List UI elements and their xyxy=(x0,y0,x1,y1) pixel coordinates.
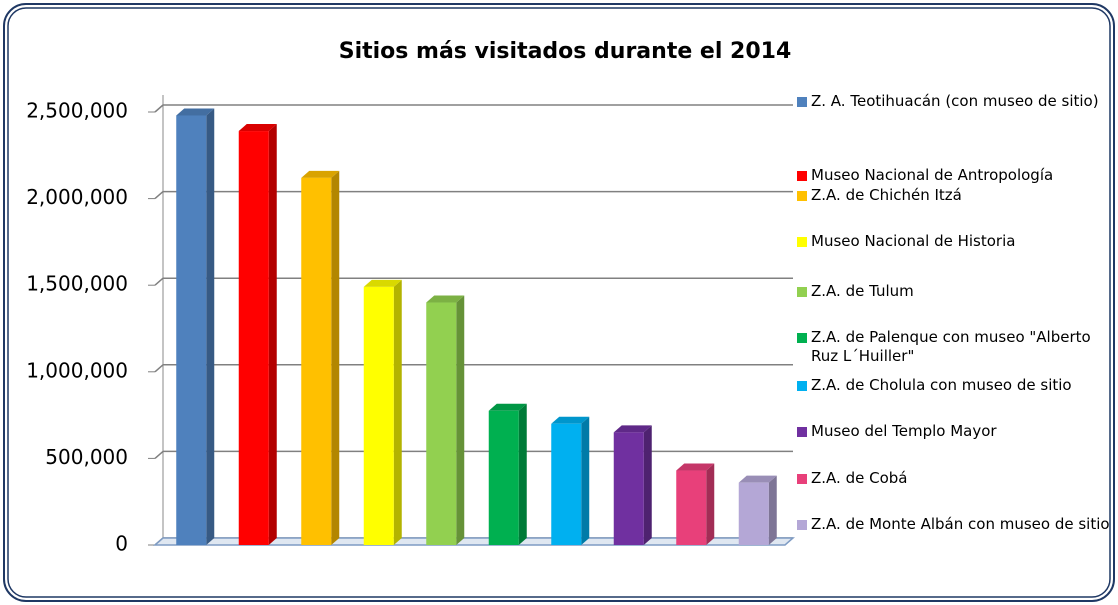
frame xyxy=(3,3,1115,602)
legend-swatch xyxy=(797,427,807,437)
legend-swatch xyxy=(797,237,807,247)
bar-top xyxy=(238,124,277,132)
bar-side xyxy=(706,463,715,545)
legend-label: Z.A. de Cholula con museo de sitio xyxy=(811,376,1072,394)
y-tick-label: 500,000 xyxy=(45,445,128,469)
bar-top xyxy=(613,425,652,433)
legend-label: Museo Nacional de Historia xyxy=(811,232,1016,250)
bar xyxy=(363,286,394,545)
legend-label: Museo Nacional de Antropología xyxy=(811,166,1054,184)
bar-top xyxy=(738,475,777,483)
legend-label: Z.A. de Cobá xyxy=(811,469,908,487)
bar-top xyxy=(301,170,340,178)
bar-side xyxy=(768,475,777,545)
grid-floor xyxy=(154,191,164,200)
legend-swatch xyxy=(797,474,807,484)
bar xyxy=(426,302,457,545)
bar-side xyxy=(331,170,340,546)
legend-item: Z.A. de Cobá xyxy=(797,469,1112,488)
legend-label: Museo del Templo Mayor xyxy=(811,422,997,440)
legend-swatch xyxy=(797,97,807,107)
bar-top xyxy=(176,108,215,116)
bar xyxy=(238,131,269,545)
legend-label: Z.A. de Monte Albán con museo de sitio xyxy=(811,515,1110,533)
bar xyxy=(176,115,207,546)
grid-floor xyxy=(154,364,164,373)
legend-swatch xyxy=(797,520,807,530)
bar-top xyxy=(551,416,590,424)
bar-side xyxy=(206,108,215,546)
grid-floor xyxy=(154,277,164,286)
bar xyxy=(301,177,332,546)
legend-swatch xyxy=(797,333,807,343)
legend-item: Z.A. de Tulum xyxy=(797,282,1112,301)
legend-item: Museo del Templo Mayor xyxy=(797,422,1112,441)
bar-top xyxy=(363,279,402,287)
legend-label: Z.A. de Chichén Itzá xyxy=(811,186,962,204)
bar xyxy=(551,423,582,545)
bar-top xyxy=(426,295,465,303)
legend-item: Z.A. de Monte Albán con museo de sitio xyxy=(797,515,1112,534)
legend-label: Z.A. de Palenque con museo "Alberto Ruz … xyxy=(811,328,1091,365)
legend-label: Z. A. Teotihuacán (con museo de sitio) xyxy=(811,92,1099,110)
y-tick-label: 2,000,000 xyxy=(26,185,128,209)
grid-floor xyxy=(154,104,164,113)
legend-item: Z.A. de Cholula con museo de sitio xyxy=(797,376,1112,395)
bar-side xyxy=(643,425,652,545)
legend-item: Z.A. de Palenque con museo "Alberto Ruz … xyxy=(797,328,1112,366)
frame-inner xyxy=(7,7,1111,598)
legend-item: Z.A. de Chichén Itzá xyxy=(797,186,1112,205)
bar xyxy=(676,470,707,545)
bar xyxy=(613,432,644,545)
bar xyxy=(738,482,769,545)
legend-swatch xyxy=(797,381,807,391)
bar-top xyxy=(676,463,715,471)
y-tick-label: 1,000,000 xyxy=(26,358,128,382)
legend-swatch xyxy=(797,171,807,181)
bar-side xyxy=(581,416,590,545)
legend-swatch xyxy=(797,191,807,201)
bar-top xyxy=(488,403,527,411)
bar-side xyxy=(456,295,465,545)
legend-label: Z.A. de Tulum xyxy=(811,282,914,300)
bar-side xyxy=(393,279,402,545)
y-tick-label: 2,500,000 xyxy=(26,99,128,123)
legend-swatch xyxy=(797,287,807,297)
legend-item: Museo Nacional de Antropología xyxy=(797,166,1112,185)
y-tick-label: 1,500,000 xyxy=(26,272,128,296)
legend-item: Museo Nacional de Historia xyxy=(797,232,1112,251)
grid-floor xyxy=(154,450,164,459)
legend-item: Z. A. Teotihuacán (con museo de sitio) xyxy=(797,92,1112,111)
bar-side xyxy=(518,403,527,545)
y-tick-label: 0 xyxy=(115,532,128,556)
chart-title: Sitios más visitados durante el 2014 xyxy=(339,39,792,64)
bar-side xyxy=(268,124,277,545)
bar xyxy=(488,410,519,545)
